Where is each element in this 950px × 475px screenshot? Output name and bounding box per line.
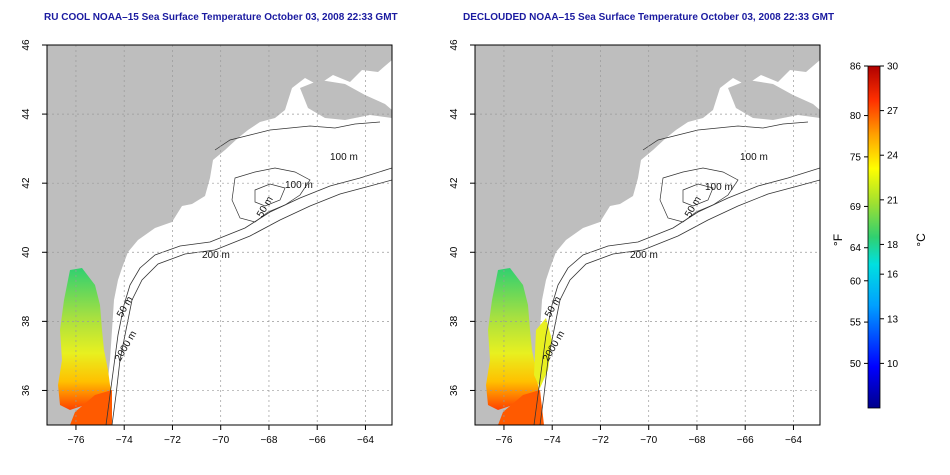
chesapeake-sst xyxy=(58,268,112,410)
contour-label: 200 m xyxy=(202,250,230,261)
land-mass xyxy=(475,45,820,425)
celsius-tick-label: 18 xyxy=(887,240,899,251)
fahrenheit-tick-label: 75 xyxy=(850,152,862,163)
lat-tick-label: 42 xyxy=(449,177,460,189)
fahrenheit-tick-label: 50 xyxy=(850,359,862,370)
lat-tick-label: 40 xyxy=(21,246,32,258)
celsius-tick-label: 30 xyxy=(887,62,899,73)
axis-ticks: −76 −74 −72 −70 −68 −66 −64 36 38 40 42 44 46 xyxy=(449,39,802,446)
lon-tick-label: −70 xyxy=(212,435,229,446)
contour-label: 100 m xyxy=(705,182,733,193)
lat-tick-label: 46 xyxy=(449,39,460,51)
right-map-title: DECLOUDED NOAA–15 Sea Surface Temperatur… xyxy=(463,12,835,23)
isobath-contour xyxy=(105,167,392,425)
lon-tick-label: −76 xyxy=(67,435,84,446)
lon-tick-label: −72 xyxy=(164,435,181,446)
map-frame xyxy=(474,44,821,426)
isobath-contour xyxy=(231,167,311,223)
lon-tick-label: −66 xyxy=(737,435,754,446)
fahrenheit-tick-label: 64 xyxy=(850,243,862,254)
lon-tick-label: −68 xyxy=(688,435,705,446)
contour-label: 100 m xyxy=(285,180,313,191)
fahrenheit-tick-label: 69 xyxy=(850,202,862,213)
lat-tick-label: 36 xyxy=(21,384,32,396)
chesapeake-sst xyxy=(486,268,540,410)
lat-tick-label: 36 xyxy=(449,384,460,396)
isobath-contour xyxy=(214,121,381,151)
declouded-shelf-sst xyxy=(534,318,552,388)
celsius-tick-label: 16 xyxy=(887,270,899,281)
lon-tick-label: −70 xyxy=(640,435,657,446)
grid-lines xyxy=(475,45,820,425)
celsius-tick-label: 10 xyxy=(887,359,899,370)
isobath-contour xyxy=(642,121,809,151)
colorbar-gradient xyxy=(867,65,881,409)
contour-label: 100 m xyxy=(740,152,768,163)
lat-tick-label: 44 xyxy=(21,108,32,120)
contour-label: 100 m xyxy=(330,152,358,163)
coastal-warm-strip xyxy=(498,390,544,425)
left-map-title: RU COOL NOAA–15 Sea Surface Temperature … xyxy=(44,12,398,23)
lon-tick-label: −72 xyxy=(592,435,609,446)
nova-scotia xyxy=(728,80,820,120)
isobath-contour xyxy=(533,167,820,425)
fahrenheit-tick-label: 86 xyxy=(850,62,862,73)
isobath-contour xyxy=(659,167,739,223)
isobath-contour xyxy=(111,179,392,425)
temperature-colorbar: 86 80 75 69 64 60 55 50 30 27 24 21 18 16 13 10 °F °C xyxy=(831,62,928,409)
lat-tick-label: 46 xyxy=(21,39,32,51)
lon-tick-label: −74 xyxy=(544,435,561,446)
lon-tick-label: −64 xyxy=(785,435,802,446)
celsius-tick-label: 27 xyxy=(887,106,899,117)
isobath-contour xyxy=(682,183,714,207)
celsius-tick-label: 13 xyxy=(887,314,899,325)
celsius-ticks: 30 27 24 21 18 16 13 10 xyxy=(880,62,899,370)
celsius-tick-label: 21 xyxy=(887,195,899,206)
axis-ticks: −76 −74 −72 −70 −68 −66 −64 36 38 40 42 44 46 xyxy=(21,39,374,446)
lon-tick-label: −68 xyxy=(260,435,277,446)
fahrenheit-ticks: 86 80 75 69 64 60 55 50 xyxy=(850,62,868,370)
lon-tick-label: −66 xyxy=(309,435,326,446)
land-mass xyxy=(47,45,392,425)
coastal-warm-strip xyxy=(70,390,112,425)
lon-tick-label: −64 xyxy=(357,435,374,446)
lat-tick-label: 38 xyxy=(21,315,32,327)
lat-tick-label: 44 xyxy=(449,108,460,120)
celsius-tick-label: 24 xyxy=(887,151,899,162)
map-frame xyxy=(46,44,393,426)
fahrenheit-axis-label: °F xyxy=(831,234,845,246)
lat-tick-label: 40 xyxy=(449,246,460,258)
lon-tick-label: −76 xyxy=(495,435,512,446)
right-map-panel: 100 m 100 m 50 m 200 m 50 m 2000 m −76 −7… xyxy=(449,39,821,446)
fahrenheit-tick-label: 80 xyxy=(850,111,862,122)
isobath-contour xyxy=(254,183,286,207)
lat-tick-label: 42 xyxy=(21,177,32,189)
fahrenheit-tick-label: 55 xyxy=(850,318,862,329)
lat-tick-label: 38 xyxy=(449,315,460,327)
nova-scotia xyxy=(300,80,392,120)
grid-lines xyxy=(47,45,392,425)
lon-tick-label: −74 xyxy=(116,435,133,446)
contour-label: 200 m xyxy=(630,250,658,261)
isobath-contour xyxy=(539,179,820,425)
fahrenheit-tick-label: 60 xyxy=(850,276,862,287)
left-map-panel: 100 m 100 m 50 m 200 m 50 m 2000 m −76 −7… xyxy=(21,39,393,446)
celsius-axis-label: °C xyxy=(914,233,928,247)
